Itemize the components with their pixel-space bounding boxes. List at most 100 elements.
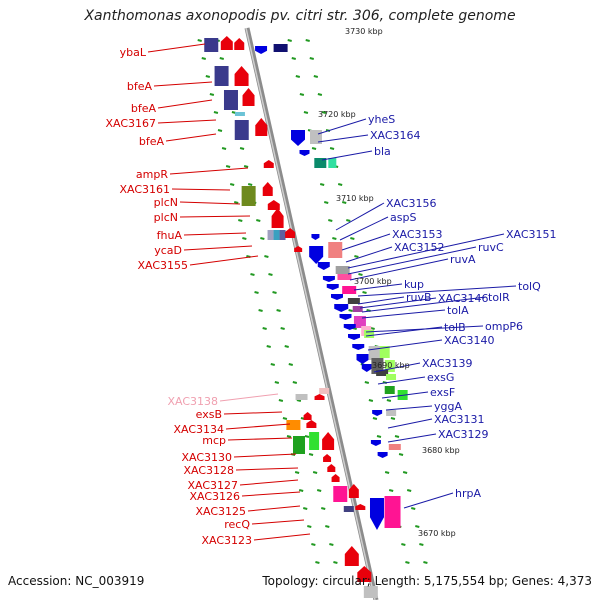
gene-arrow-forward <box>309 246 324 264</box>
gene-arrow-reverse <box>234 66 249 86</box>
orf-dash <box>266 345 271 348</box>
left-label-leader <box>247 505 301 512</box>
gene-arrow-forward <box>317 262 330 270</box>
orf-dash <box>308 453 314 456</box>
gene-arrow-reverse <box>262 182 273 196</box>
right-label-leader <box>361 309 446 319</box>
kbp-tick-label: 3680 kbp <box>422 446 460 455</box>
gene-label-right: ompP6 <box>485 320 523 333</box>
orf-dash <box>270 363 276 366</box>
right-label-leader <box>377 376 426 385</box>
right-label-leader <box>385 405 433 411</box>
orf-dash <box>264 255 269 258</box>
left-label-leader <box>251 519 305 525</box>
orf-dash <box>209 93 215 96</box>
orf-dash <box>315 561 320 564</box>
orf-dash <box>287 39 292 42</box>
gene-label-left: ybaL <box>120 46 147 59</box>
gene-label-left: XAC3167 <box>105 117 156 130</box>
orf-dash <box>419 543 424 546</box>
label-leader-lines <box>147 43 517 541</box>
kbp-tick-label: 3670 kbp <box>418 529 456 538</box>
gene-label-right: aspS <box>390 211 416 224</box>
gene-arrow-forward <box>322 276 335 282</box>
orf-dash <box>350 237 355 240</box>
orf-dash <box>272 291 277 294</box>
orf-dash <box>410 507 416 510</box>
orf-dash <box>354 255 359 258</box>
left-label-leader <box>241 491 301 497</box>
gene-arrow-reverse <box>344 546 359 566</box>
orf-dash <box>423 561 428 564</box>
right-label-leader <box>353 283 403 291</box>
right-label-leader <box>367 339 443 351</box>
orf-dash <box>292 381 298 384</box>
orf-dash <box>303 111 309 114</box>
gene-block <box>328 242 343 258</box>
gene-label-right: exsF <box>430 386 455 399</box>
gene-label-left: exsB <box>196 408 222 421</box>
orf-dash <box>288 363 294 366</box>
orf-dash <box>388 489 394 492</box>
genome-backbone <box>244 27 379 600</box>
orf-dash <box>242 237 247 240</box>
gene-block <box>335 266 350 274</box>
right-label-leader <box>357 285 517 297</box>
left-label-leader <box>165 133 217 142</box>
gene-label-left: plcN <box>154 196 178 209</box>
orf-dash <box>320 507 326 510</box>
left-label-leader <box>179 215 251 218</box>
gene-block <box>314 158 327 168</box>
gene-label-left: ampR <box>136 168 168 181</box>
gene-arrow-reverse <box>327 464 336 472</box>
gene-arrow-forward <box>339 314 352 320</box>
orf-dash <box>415 525 420 528</box>
left-label-leader <box>233 453 297 458</box>
gene-label-right: bla <box>374 145 391 158</box>
gene-block <box>286 420 301 430</box>
left-label-leader <box>239 479 299 486</box>
orf-dash <box>405 561 410 564</box>
orf-dash <box>341 201 347 204</box>
orf-dash <box>286 435 292 438</box>
gene-arrow-reverse <box>314 394 325 400</box>
gene-arrow-forward <box>372 410 383 416</box>
gene-arrow-reverse <box>294 246 303 252</box>
gene-arrow-reverse <box>322 432 335 450</box>
orf-dash <box>390 417 396 420</box>
orf-dash <box>213 111 219 114</box>
kbp-tick-label: 3690 kbp <box>372 361 410 370</box>
kbp-ticks: 3730 kbp 3720 kbp 3710 kbp 3700 kbp 3690 kbp… <box>318 27 460 538</box>
left-label-leader <box>235 467 299 471</box>
right-label-leader <box>341 233 391 251</box>
gene-block <box>376 370 389 376</box>
gene-block <box>234 120 249 140</box>
gene-block <box>379 346 390 358</box>
orf-dash <box>260 237 265 240</box>
orf-dash <box>299 93 305 96</box>
gene-block <box>337 274 352 280</box>
gene-label-right: ruvC <box>478 241 504 254</box>
orf-dash <box>247 183 253 186</box>
left-label-leader <box>171 188 231 191</box>
orf-dash <box>358 273 363 276</box>
gene-label-right: XAC3131 <box>434 413 485 426</box>
orf-dash <box>372 417 378 420</box>
gene-label-right: tolB <box>444 321 466 334</box>
orf-dash <box>384 471 390 474</box>
gene-label-left: XAC3125 <box>195 505 246 518</box>
orf-dash <box>337 183 343 186</box>
orf-dash <box>304 435 310 438</box>
topology-label: Topology: circular; Length: 5,175,554 bp… <box>262 574 592 588</box>
gene-arrow-forward <box>377 452 388 458</box>
orf-dash <box>229 183 235 186</box>
orf-dash <box>325 525 330 528</box>
orf-dash <box>294 471 300 474</box>
orf-dash <box>348 309 353 312</box>
orf-dash <box>323 201 329 204</box>
left-label-leader <box>153 81 213 87</box>
gene-arrow-reverse <box>348 484 359 498</box>
gene-block <box>319 388 330 394</box>
left-label-leader <box>189 255 259 266</box>
